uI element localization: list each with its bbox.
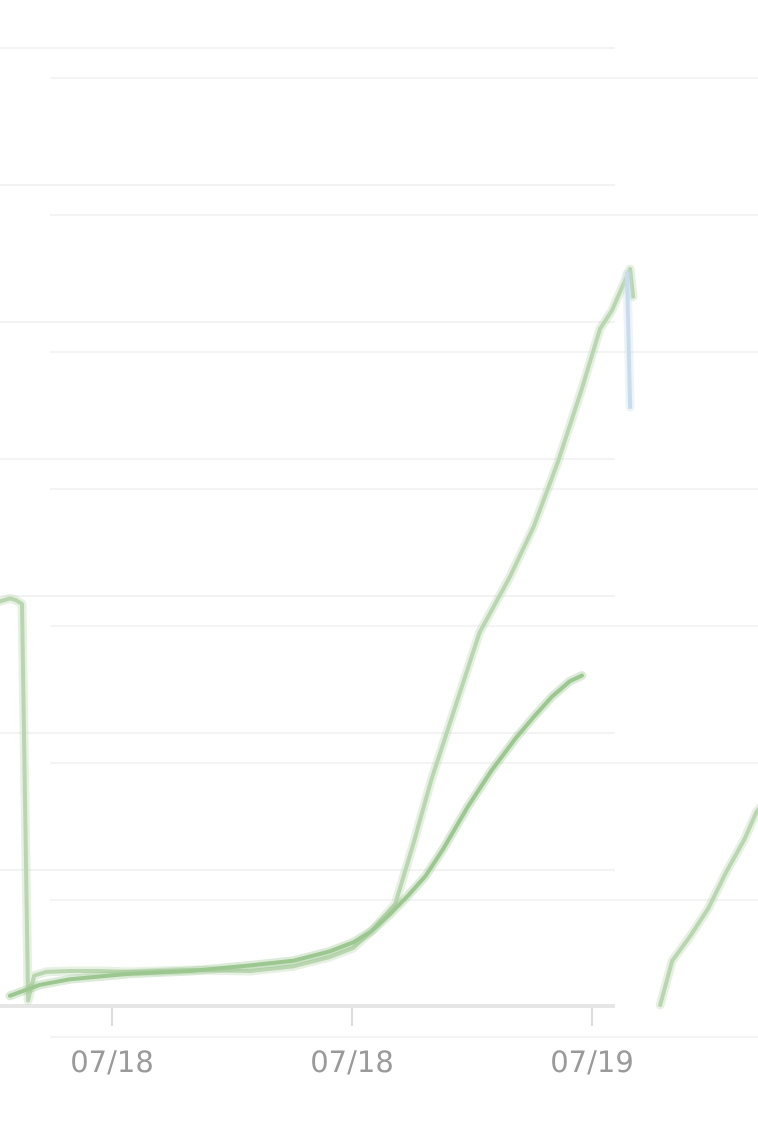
gridlines	[0, 47, 758, 1038]
x-tick-label-2: 07/19	[550, 1045, 634, 1079]
series-line-1	[8, 673, 584, 998]
x-tick-label-1: 07/18	[310, 1045, 394, 1079]
series-line-halo-3	[655, 803, 758, 1010]
series-line-2	[625, 271, 633, 409]
x-tick-labels: 07/18 07/18 07/19	[70, 1045, 634, 1079]
series-line-3	[658, 807, 758, 1007]
series-lines	[0, 264, 758, 1010]
x-axis	[0, 1004, 615, 1026]
series-line-halo-0	[0, 264, 638, 1005]
x-tick-label-0: 07/18	[70, 1045, 154, 1079]
series-line-halo-1	[5, 671, 587, 1001]
series-line-0	[0, 267, 636, 1003]
